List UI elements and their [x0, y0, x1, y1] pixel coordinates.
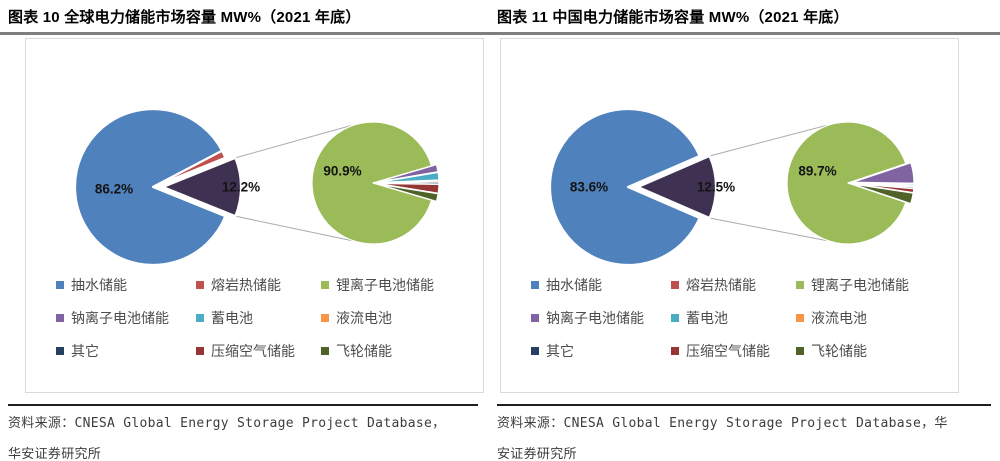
chart-panel-china: 83.6% 12.5% 89.7% 抽水储能 熔岩热储能 锂离子电池储能钠离子电池储能 蓄… — [500, 38, 959, 393]
legend-label: 锂离子电池储能 — [811, 277, 909, 293]
legend-swatch — [796, 281, 804, 289]
figure-titles-row: 图表 10 全球电力储能市场容量 MW%（2021 年底） 图表 11 中国电力… — [0, 0, 1000, 31]
legend-swatch — [531, 281, 539, 289]
pie-data-label: 90.9% — [323, 164, 361, 179]
source-text-line: 安证券研究所 — [497, 447, 577, 461]
legend-swatch — [531, 314, 539, 322]
legend-swatch — [196, 347, 204, 355]
legend-label: 其它 — [71, 343, 99, 359]
pie-slice — [377, 164, 439, 183]
legend-swatch — [196, 314, 204, 322]
pie-of-pie-chart-global: 86.2% 12.2% 90.9% — [73, 107, 440, 267]
legend-swatch — [531, 347, 539, 355]
legend-swatch — [671, 347, 679, 355]
legend-swatch — [671, 281, 679, 289]
legend-item: 抽水储能 — [56, 275, 196, 295]
pie-slice — [73, 107, 227, 267]
legend-item: 锂离子电池储能 — [321, 275, 483, 295]
figure-title-china: 图表 11 中国电力储能市场容量 MW%（2021 年底） — [497, 9, 849, 26]
legend-label: 抽水储能 — [71, 277, 127, 293]
legend-item: 钠离子电池储能 — [531, 308, 671, 328]
legend-swatch — [796, 347, 804, 355]
pie-of-pie-chart-china: 83.6% 12.5% 89.7% — [548, 107, 915, 267]
source-divider — [497, 404, 991, 406]
pie-slice — [151, 149, 227, 189]
legend-swatch — [196, 281, 204, 289]
pie-slice — [161, 156, 243, 218]
legend-swatch — [56, 347, 64, 355]
pie-slice — [786, 121, 907, 245]
legend-label: 飞轮储能 — [336, 343, 392, 359]
legend-item: 其它 — [531, 341, 671, 361]
legend-item: 钠离子电池储能 — [56, 308, 196, 328]
source-text-line: 资料来源：CNESA Global Energy Storage Project… — [8, 416, 446, 431]
legend-item: 飞轮储能 — [796, 341, 958, 361]
charts-row: 86.2% 12.2% 90.9% 抽水储能 熔岩热储能 锂离子电池储能钠离子电池储能 蓄… — [0, 38, 1000, 393]
legend-item: 蓄电池 — [196, 308, 321, 328]
pie-data-label: 86.2% — [95, 181, 133, 196]
legend-label: 钠离子电池储能 — [71, 310, 169, 326]
series-leader-line — [235, 215, 352, 242]
series-leader-line — [235, 124, 352, 159]
source-row: 资料来源：CNESA Global Energy Storage Project… — [0, 404, 1000, 461]
legend-swatch — [671, 314, 679, 322]
pie-data-label: 83.6% — [570, 180, 608, 195]
legend: 抽水储能 熔岩热储能 锂离子电池储能钠离子电池储能 蓄电池 液流电池其它 压缩空气储能 飞轮… — [531, 275, 958, 361]
legend-swatch — [56, 314, 64, 322]
legend-item: 飞轮储能 — [321, 341, 483, 361]
legend-label: 其它 — [546, 343, 574, 359]
legend-label: 熔岩热储能 — [211, 277, 281, 293]
source-global: 资料来源：CNESA Global Energy Storage Project… — [8, 404, 478, 461]
top-divider — [0, 32, 1000, 35]
series-leader-line — [709, 124, 827, 157]
legend-item: 压缩空气储能 — [196, 341, 321, 361]
pie-slice — [852, 162, 915, 184]
legend-label: 蓄电池 — [686, 310, 728, 326]
legend-label: 液流电池 — [811, 310, 867, 326]
legend-swatch — [321, 314, 329, 322]
series-leader-line — [709, 217, 827, 242]
legend-item: 液流电池 — [321, 308, 483, 328]
pie-slice — [311, 121, 433, 245]
legend-item: 压缩空气储能 — [671, 341, 796, 361]
pie-slice — [852, 183, 914, 205]
legend-swatch — [796, 314, 804, 322]
legend-item: 熔岩热储能 — [671, 275, 796, 295]
pie-slice — [636, 154, 718, 220]
pie-slice — [377, 183, 439, 202]
legend-label: 蓄电池 — [211, 310, 253, 326]
pie-data-label: 12.2% — [222, 180, 260, 195]
figure-title-global: 图表 10 全球电力储能市场容量 MW%（2021 年底） — [8, 9, 361, 26]
legend-label: 抽水储能 — [546, 277, 602, 293]
legend-label: 锂离子电池储能 — [336, 277, 434, 293]
pie-slice — [377, 182, 440, 194]
legend-item: 其它 — [56, 341, 196, 361]
chart-panel-global: 86.2% 12.2% 90.9% 抽水储能 熔岩热储能 锂离子电池储能钠离子电池储能 蓄… — [25, 38, 484, 393]
legend-label: 熔岩热储能 — [686, 277, 756, 293]
source-text-line: 华安证券研究所 — [8, 447, 102, 461]
legend-label: 钠离子电池储能 — [546, 310, 644, 326]
legend-label: 压缩空气储能 — [686, 343, 770, 359]
legend-swatch — [321, 281, 329, 289]
pie-slice — [548, 107, 701, 267]
legend-item: 熔岩热储能 — [196, 275, 321, 295]
legend-item: 液流电池 — [796, 308, 958, 328]
legend-swatch — [56, 281, 64, 289]
pie-data-label: 12.5% — [697, 180, 735, 195]
source-china: 资料来源：CNESA Global Energy Storage Project… — [497, 404, 991, 461]
legend-label: 飞轮储能 — [811, 343, 867, 359]
legend: 抽水储能 熔岩热储能 锂离子电池储能钠离子电池储能 蓄电池 液流电池其它 压缩空气储能 飞轮… — [56, 275, 483, 361]
legend-label: 压缩空气储能 — [211, 343, 295, 359]
legend-item: 蓄电池 — [671, 308, 796, 328]
legend-swatch — [321, 347, 329, 355]
legend-item: 锂离子电池储能 — [796, 275, 958, 295]
pie-data-label: 89.7% — [798, 164, 836, 179]
legend-item: 抽水储能 — [531, 275, 671, 295]
source-text-line: 资料来源：CNESA Global Energy Storage Project… — [497, 416, 948, 431]
legend-label: 液流电池 — [336, 310, 392, 326]
source-divider — [8, 404, 478, 406]
